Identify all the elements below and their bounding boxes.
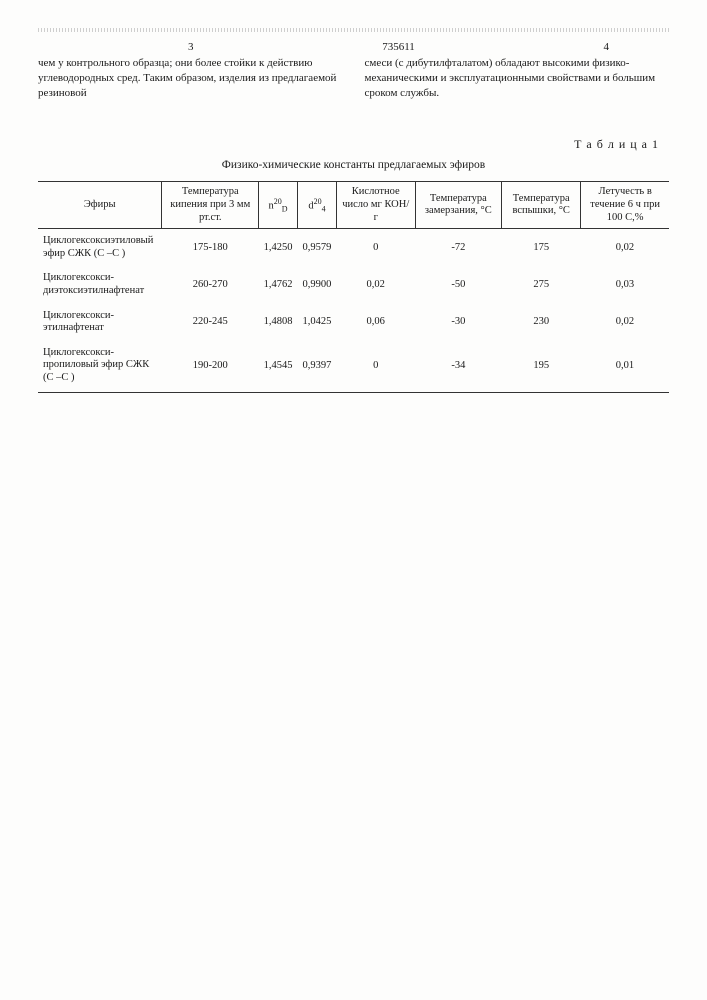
cell-vol: 0,02 — [581, 229, 669, 267]
cell-freeze: -72 — [415, 229, 501, 267]
cell-freeze: -50 — [415, 266, 501, 303]
cell-flash: 230 — [502, 304, 581, 341]
col-number-left: 3 — [188, 40, 194, 54]
th-boiling: Температура кипения при 3 мм рт.ст. — [162, 182, 259, 229]
th-acid: Кислотное число мг КОН/г — [336, 182, 415, 229]
cell-flash: 175 — [502, 229, 581, 267]
cell-nd: 1,4808 — [259, 304, 298, 341]
doc-number: 735611 — [382, 40, 415, 54]
cell-nd: 1,4545 — [259, 341, 298, 393]
cell-d: 1,0425 — [298, 304, 337, 341]
scan-artifact — [38, 28, 669, 32]
cell-acid: 0,02 — [336, 266, 415, 303]
table-row: Циклогексокси­пропиловый эфир СЖК (С –С … — [38, 341, 669, 393]
document-page: 3 735611 4 чем у контрольного образца; о… — [0, 0, 707, 421]
body-text-columns: чем у контрольного образца; они более ст… — [38, 56, 669, 101]
cell-name: Циклогексокси­этилнафтенат — [38, 304, 162, 341]
cell-nd: 1,4762 — [259, 266, 298, 303]
cell-flash: 195 — [502, 341, 581, 393]
cell-vol: 0,02 — [581, 304, 669, 341]
table-body: Циклогексокси­этиловый эфир СЖК (С –С ) … — [38, 229, 669, 393]
column-right: смеси (с дибутилфталатом) обладают высок… — [365, 56, 670, 101]
cell-freeze: -30 — [415, 304, 501, 341]
cell-acid: 0 — [336, 341, 415, 393]
cell-bp: 220-245 — [162, 304, 259, 341]
th-d: d204 — [298, 182, 337, 229]
col-number-right: 4 — [604, 40, 610, 54]
th-freeze: Температура замерзания, °С — [415, 182, 501, 229]
cell-name: Циклогексокси­этиловый эфир СЖК (С –С ) — [38, 229, 162, 267]
page-number-row: 3 735611 4 — [38, 40, 669, 54]
th-volatility: Летучесть в течение 6 ч при 100 С,% — [581, 182, 669, 229]
cell-vol: 0,01 — [581, 341, 669, 393]
table-row: Циклогексокси­диэтоксиэтилнаф­тенат 260-… — [38, 266, 669, 303]
cell-bp: 190-200 — [162, 341, 259, 393]
cell-acid: 0,06 — [336, 304, 415, 341]
cell-bp: 260-270 — [162, 266, 259, 303]
cell-acid: 0 — [336, 229, 415, 267]
cell-name: Циклогексокси­диэтоксиэтилнаф­тенат — [38, 266, 162, 303]
cell-d: 0,9579 — [298, 229, 337, 267]
table-title: Физико-химические константы предлагаемых… — [38, 158, 669, 173]
cell-nd: 1,4250 — [259, 229, 298, 267]
table-header-row: Эфиры Температура кипения при 3 мм рт.ст… — [38, 182, 669, 229]
table-row: Циклогексокси­этилнафтенат 220-245 1,480… — [38, 304, 669, 341]
cell-name: Циклогексокси­пропиловый эфир СЖК (С –С … — [38, 341, 162, 393]
table-row: Циклогексокси­этиловый эфир СЖК (С –С ) … — [38, 229, 669, 267]
th-ethers: Эфиры — [38, 182, 162, 229]
constants-table: Эфиры Температура кипения при 3 мм рт.ст… — [38, 181, 669, 393]
cell-d: 0,9900 — [298, 266, 337, 303]
cell-bp: 175-180 — [162, 229, 259, 267]
cell-flash: 275 — [502, 266, 581, 303]
th-flash: Температу­ра вспыш­ки, °С — [502, 182, 581, 229]
cell-vol: 0,03 — [581, 266, 669, 303]
cell-d: 0,9397 — [298, 341, 337, 393]
th-nd: n20D — [259, 182, 298, 229]
column-left: чем у контрольного образца; они более ст… — [38, 56, 343, 101]
table-label: Т а б л и ц а 1 — [38, 137, 669, 153]
cell-freeze: -34 — [415, 341, 501, 393]
